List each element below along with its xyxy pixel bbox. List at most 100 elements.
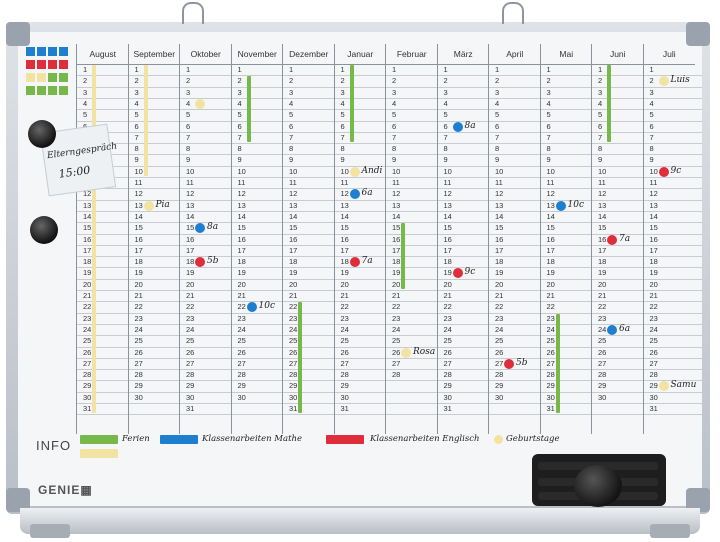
legend-label: Klassenarbeiten Mathe <box>202 434 302 444</box>
day-number: 23 <box>134 313 143 323</box>
magnet-chip-green[interactable] <box>59 86 68 95</box>
month-column: November 1 2 3 4 5 6 7 8 9 10 11 12 13 14 15 16 17 18 19 20 2… <box>230 44 283 434</box>
day-number: 4 <box>598 98 603 108</box>
magnet-chip-yellow[interactable] <box>37 73 46 82</box>
magnet-chip-red[interactable] <box>26 60 35 69</box>
magnet-chip-blue[interactable] <box>37 47 46 56</box>
month-column: Januar 1 2 3 4 5 6 7 8 9 10 11 12 13 14 15 16 17 18 19 20 21 2… <box>333 44 386 434</box>
round-magnet[interactable] <box>28 120 56 148</box>
day-number: 9 <box>340 155 345 165</box>
holiday-bar[interactable] <box>349 65 354 143</box>
magnet-chip-red[interactable] <box>59 60 68 69</box>
day-number: 3 <box>134 87 139 97</box>
frame-corner <box>6 22 30 46</box>
day-number: 22 <box>392 302 401 312</box>
blue-dot-magnet[interactable] <box>246 302 257 313</box>
day-number: 14 <box>443 211 452 221</box>
magnet-chip-blue[interactable] <box>26 47 35 56</box>
magnet-chip-green[interactable] <box>37 86 46 95</box>
holiday-bar[interactable] <box>298 302 302 414</box>
magnet-chip-blue[interactable] <box>48 47 57 56</box>
day-number: 4 <box>134 98 139 108</box>
holiday-bar[interactable] <box>607 65 611 143</box>
blue-dot-magnet[interactable] <box>607 324 617 335</box>
day-number: 7 <box>392 132 397 142</box>
yellow-dot-magnet[interactable] <box>658 381 669 392</box>
month-column: Mai 1 2 3 4 5 6 7 8 9 10 11 12 13 14 15 16 17 18 19 20 21 22 23… <box>539 44 592 434</box>
red-dot-magnet[interactable] <box>658 166 669 177</box>
day-number: 13 <box>443 200 452 210</box>
day-number: 8 <box>443 144 448 154</box>
holiday-bar[interactable] <box>555 313 560 414</box>
period-bar[interactable] <box>92 65 96 414</box>
day-number: 26 <box>546 347 555 357</box>
red-dot-magnet[interactable] <box>195 257 205 268</box>
legend-swatch-blue <box>160 435 198 444</box>
day-number: 21 <box>340 291 349 300</box>
period-bar[interactable] <box>143 65 148 176</box>
day-number: 28 <box>186 370 195 380</box>
day-number: 1 <box>598 65 603 74</box>
day-number: 28 <box>237 370 246 380</box>
yellow-dot-magnet[interactable] <box>658 76 669 87</box>
day-number: 19 <box>598 268 607 278</box>
day-number: 14 <box>340 211 349 221</box>
day-row-line <box>76 143 702 145</box>
month-header: Juni <box>592 44 644 65</box>
day-number: 7 <box>598 132 603 142</box>
blue-dot-magnet[interactable] <box>195 223 205 234</box>
blue-dot-magnet[interactable] <box>555 200 566 211</box>
month-header: Februar <box>386 44 438 65</box>
day-number: 29 <box>186 381 195 391</box>
day-number: 25 <box>134 336 143 346</box>
day-number: 23 <box>392 313 401 323</box>
eraser-handle[interactable] <box>574 465 622 507</box>
day-number: 27 <box>546 358 555 368</box>
yellow-dot-magnet[interactable] <box>401 347 411 358</box>
day-row-line <box>76 278 702 280</box>
legend-swatch-red <box>326 435 364 444</box>
day-number: 13 <box>340 200 349 210</box>
day-number: 20 <box>392 279 401 289</box>
yellow-dot-magnet[interactable] <box>349 166 360 177</box>
blue-dot-magnet[interactable] <box>349 189 360 200</box>
red-dot-magnet[interactable] <box>607 234 617 245</box>
day-number: 21 <box>83 291 92 300</box>
red-dot-magnet[interactable] <box>504 358 514 369</box>
day-number: 7 <box>134 132 139 142</box>
round-magnet[interactable] <box>30 216 58 244</box>
day-number: 25 <box>289 336 298 346</box>
month-header: November <box>231 44 283 65</box>
day-number: 2 <box>546 76 551 86</box>
holiday-bar[interactable] <box>246 76 251 143</box>
day-number: 7 <box>289 132 294 142</box>
day-number: 4 <box>443 98 448 108</box>
yellow-dot-magnet[interactable] <box>195 98 205 109</box>
red-dot-magnet[interactable] <box>452 268 463 279</box>
day-number: 17 <box>289 245 298 255</box>
day-row-line <box>76 109 702 111</box>
day-number: 17 <box>649 245 658 255</box>
magnet-chip-yellow[interactable] <box>26 73 35 82</box>
day-number: 2 <box>289 76 294 86</box>
magnet-chip-green[interactable] <box>48 86 57 95</box>
magnet-chip-blue[interactable] <box>59 47 68 56</box>
magnet-chip-green[interactable] <box>26 86 35 95</box>
day-row-line <box>76 380 702 382</box>
yellow-dot-magnet[interactable] <box>143 200 154 211</box>
magnet-chip-red[interactable] <box>37 60 46 69</box>
magnet-chip-red[interactable] <box>48 60 57 69</box>
handwritten-label: Luis <box>670 75 690 86</box>
magnet-chip-green[interactable] <box>59 73 68 82</box>
day-number: 25 <box>186 336 195 346</box>
day-number: 20 <box>340 279 349 289</box>
day-number: 8 <box>546 144 551 154</box>
blue-dot-magnet[interactable] <box>452 121 463 132</box>
day-number: 29 <box>237 381 246 391</box>
day-number: 21 <box>134 291 143 300</box>
magnet-chip-green[interactable] <box>48 73 57 82</box>
day-number: 15 <box>134 223 143 233</box>
red-dot-magnet[interactable] <box>349 257 360 268</box>
holiday-bar[interactable] <box>401 223 405 289</box>
day-number: 4 <box>83 98 88 108</box>
